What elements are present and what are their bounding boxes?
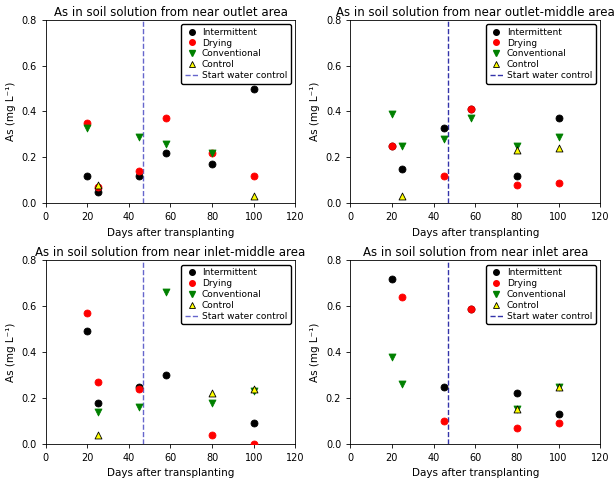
Point bbox=[397, 165, 407, 173]
Point bbox=[387, 142, 397, 150]
Y-axis label: As (mg L⁻¹): As (mg L⁻¹) bbox=[6, 322, 15, 382]
Point bbox=[554, 410, 563, 418]
Point bbox=[249, 440, 259, 448]
Point bbox=[207, 160, 217, 168]
Legend: Intermittent, Drying, Conventional, Control, Start water control: Intermittent, Drying, Conventional, Cont… bbox=[181, 24, 291, 84]
Point bbox=[82, 119, 92, 127]
Point bbox=[439, 124, 449, 132]
Point bbox=[82, 172, 92, 180]
Point bbox=[93, 378, 103, 386]
Y-axis label: As (mg L⁻¹): As (mg L⁻¹) bbox=[6, 82, 15, 141]
Title: As in soil solution from near outlet area: As in soil solution from near outlet are… bbox=[54, 5, 287, 18]
Point bbox=[512, 181, 522, 189]
Point bbox=[249, 387, 259, 395]
X-axis label: Days after transplanting: Days after transplanting bbox=[107, 469, 234, 479]
Point bbox=[161, 140, 171, 148]
Point bbox=[249, 85, 259, 92]
Title: As in soil solution from near inlet area: As in soil solution from near inlet area bbox=[362, 246, 588, 259]
Point bbox=[512, 406, 522, 413]
Point bbox=[82, 328, 92, 335]
Legend: Intermittent, Drying, Conventional, Control, Start water control: Intermittent, Drying, Conventional, Cont… bbox=[486, 265, 596, 324]
Point bbox=[512, 390, 522, 397]
Point bbox=[93, 183, 103, 191]
Point bbox=[249, 71, 259, 79]
X-axis label: Days after transplanting: Days after transplanting bbox=[107, 228, 234, 238]
Point bbox=[387, 110, 397, 118]
Point bbox=[207, 390, 217, 397]
Point bbox=[554, 179, 563, 186]
Point bbox=[161, 371, 171, 379]
Point bbox=[161, 288, 171, 296]
Point bbox=[554, 419, 563, 427]
Title: As in soil solution from near inlet-middle area: As in soil solution from near inlet-midd… bbox=[36, 246, 306, 259]
Point bbox=[554, 383, 563, 391]
Legend: Intermittent, Drying, Conventional, Control, Start water control: Intermittent, Drying, Conventional, Cont… bbox=[181, 265, 291, 324]
Point bbox=[512, 424, 522, 432]
Point bbox=[512, 147, 522, 154]
Point bbox=[512, 406, 522, 413]
Y-axis label: As (mg L⁻¹): As (mg L⁻¹) bbox=[311, 322, 320, 382]
Point bbox=[466, 106, 476, 113]
Point bbox=[207, 399, 217, 407]
Point bbox=[207, 149, 217, 157]
Point bbox=[554, 133, 563, 140]
X-axis label: Days after transplanting: Days after transplanting bbox=[411, 228, 539, 238]
Point bbox=[387, 353, 397, 361]
Point bbox=[466, 106, 476, 113]
Point bbox=[249, 193, 259, 200]
Point bbox=[134, 383, 144, 391]
Point bbox=[397, 142, 407, 150]
Point bbox=[387, 275, 397, 283]
Y-axis label: As (mg L⁻¹): As (mg L⁻¹) bbox=[311, 82, 320, 141]
Point bbox=[134, 172, 144, 180]
Point bbox=[207, 149, 217, 157]
Point bbox=[82, 124, 92, 132]
Point bbox=[554, 115, 563, 122]
Point bbox=[161, 115, 171, 122]
Point bbox=[82, 309, 92, 317]
Point bbox=[554, 144, 563, 152]
Point bbox=[512, 172, 522, 180]
Point bbox=[439, 135, 449, 143]
Point bbox=[93, 408, 103, 416]
Point bbox=[93, 431, 103, 439]
Legend: Intermittent, Drying, Conventional, Control, Start water control: Intermittent, Drying, Conventional, Cont… bbox=[486, 24, 596, 84]
Point bbox=[134, 133, 144, 140]
Point bbox=[207, 431, 217, 439]
Point bbox=[134, 403, 144, 411]
Point bbox=[93, 188, 103, 196]
Point bbox=[387, 142, 397, 150]
Point bbox=[161, 149, 171, 157]
Title: As in soil solution from near outlet-middle area: As in soil solution from near outlet-mid… bbox=[336, 5, 614, 18]
X-axis label: Days after transplanting: Days after transplanting bbox=[411, 469, 539, 479]
Point bbox=[439, 383, 449, 391]
Point bbox=[466, 115, 476, 122]
Point bbox=[93, 181, 103, 189]
Point bbox=[439, 417, 449, 425]
Point bbox=[466, 304, 476, 312]
Point bbox=[466, 304, 476, 312]
Point bbox=[439, 172, 449, 180]
Point bbox=[134, 385, 144, 393]
Point bbox=[397, 293, 407, 301]
Point bbox=[554, 383, 563, 391]
Point bbox=[134, 167, 144, 175]
Point bbox=[397, 380, 407, 388]
Point bbox=[397, 193, 407, 200]
Point bbox=[249, 172, 259, 180]
Point bbox=[249, 419, 259, 427]
Point bbox=[512, 142, 522, 150]
Point bbox=[249, 385, 259, 393]
Point bbox=[93, 399, 103, 407]
